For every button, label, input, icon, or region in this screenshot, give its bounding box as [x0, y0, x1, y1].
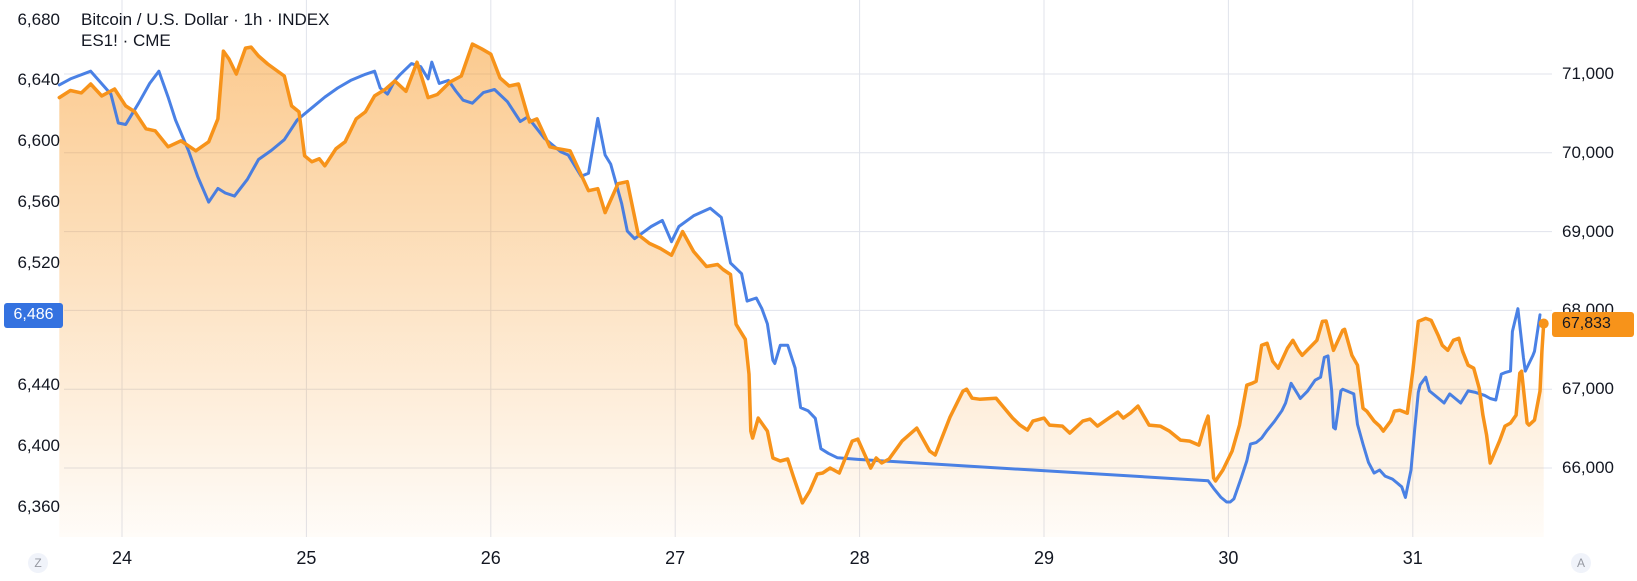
left-axis-tick: 6,560: [17, 192, 60, 212]
time-axis-label: 31: [1402, 548, 1423, 568]
btc-line-series[interactable]: [57, 42, 1546, 505]
time-axis-label: 30: [1218, 548, 1239, 568]
legend: Bitcoin / U.S. Dollar · 1h · INDEX ES1! …: [81, 9, 329, 51]
left-axis-tick: 6,680: [17, 9, 60, 29]
legend-compare-symbol[interactable]: ES1! · CME: [81, 31, 171, 50]
es-last-price-label: 6,486: [4, 302, 63, 328]
right-axis-tick: 71,000: [1562, 64, 1614, 83]
right-axis-tick: 67,000: [1562, 379, 1614, 399]
left-axis-tick: 6,640: [17, 70, 60, 90]
left-axis-tick: 6,600: [17, 131, 60, 151]
legend-main-symbol[interactable]: Bitcoin / U.S. Dollar · 1h · INDEX: [81, 10, 330, 29]
left-axis-tick: 6,440: [17, 374, 60, 394]
time-axis-label: 24: [111, 548, 133, 568]
auto-scale-button[interactable]: A: [1571, 553, 1591, 573]
time-axis-label: 29: [1033, 548, 1055, 568]
time-axis-label: 26: [480, 548, 501, 568]
series-layer: [57, 42, 1549, 537]
time-axis-label: 27: [665, 548, 686, 568]
right-axis-tick: 70,000: [1562, 142, 1614, 162]
right-axis-tick: 69,000: [1562, 221, 1614, 241]
left-axis-tick: 6,400: [17, 435, 60, 455]
time-axis-label: 28: [849, 548, 870, 568]
es-line-series[interactable]: [57, 60, 1542, 504]
left-axis-tick: 6,360: [17, 496, 60, 516]
timezone-button[interactable]: Z: [28, 553, 48, 573]
right-axis-tick: 66,000: [1562, 458, 1614, 477]
left-axis-tick: 6,520: [17, 253, 60, 273]
btc-area-fill: [59, 44, 1544, 537]
btc-last-price-dot: [1538, 318, 1549, 329]
time-axis-label: 25: [296, 548, 317, 568]
btc-last-price-label: 67,833: [1552, 311, 1634, 337]
